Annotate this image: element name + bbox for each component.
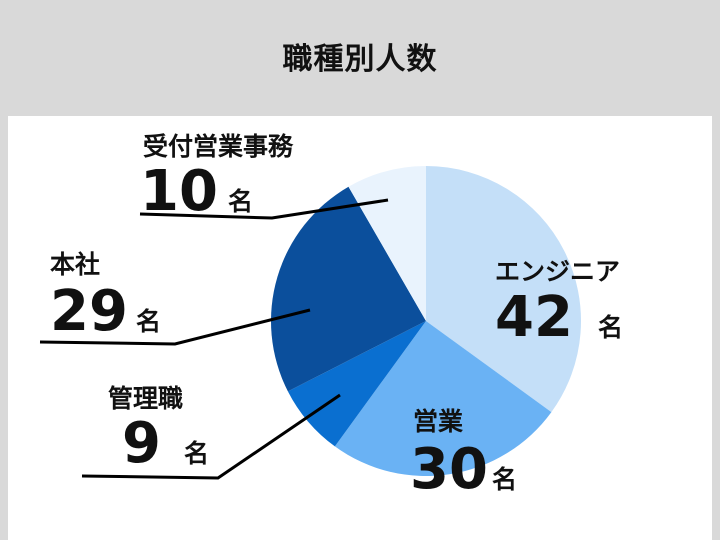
leader-line-受付営業事務 — [139, 198, 389, 220]
slice-label-管理職: 管理職 — [108, 384, 183, 413]
leader-line-本社 — [39, 308, 311, 346]
slice-unit-受付営業事務: 名 — [228, 187, 253, 216]
slice-value-管理職: 9 — [122, 411, 161, 476]
slice-label-本社: 本社 — [50, 250, 100, 279]
header-band: 職種別人数 — [0, 0, 720, 110]
slice-label-営業: 営業 — [413, 407, 463, 436]
slice-unit-エンジニア: 名 — [598, 313, 623, 342]
slice-unit-営業: 名 — [492, 465, 517, 494]
slice-value-受付営業事務: 10 — [140, 159, 218, 224]
chart-title: 職種別人数 — [282, 42, 438, 77]
leader-line-管理職 — [81, 393, 341, 480]
slice-value-エンジニア: 42 — [495, 285, 573, 350]
slice-unit-管理職: 名 — [184, 439, 209, 468]
pie-slices — [270, 166, 582, 477]
slice-label-受付営業事務: 受付営業事務 — [143, 132, 294, 161]
pie-slice-エンジニア — [426, 166, 582, 413]
slice-value-本社: 29 — [50, 279, 128, 344]
slice-label-エンジニア: エンジニア — [495, 257, 620, 286]
pie-slice-管理職 — [287, 321, 426, 447]
pie-slice-営業 — [334, 321, 552, 477]
slice-unit-本社: 名 — [136, 307, 161, 336]
pie-slice-受付営業事務 — [348, 166, 426, 321]
pie-slice-本社 — [270, 186, 426, 392]
slice-value-営業: 30 — [410, 437, 488, 502]
